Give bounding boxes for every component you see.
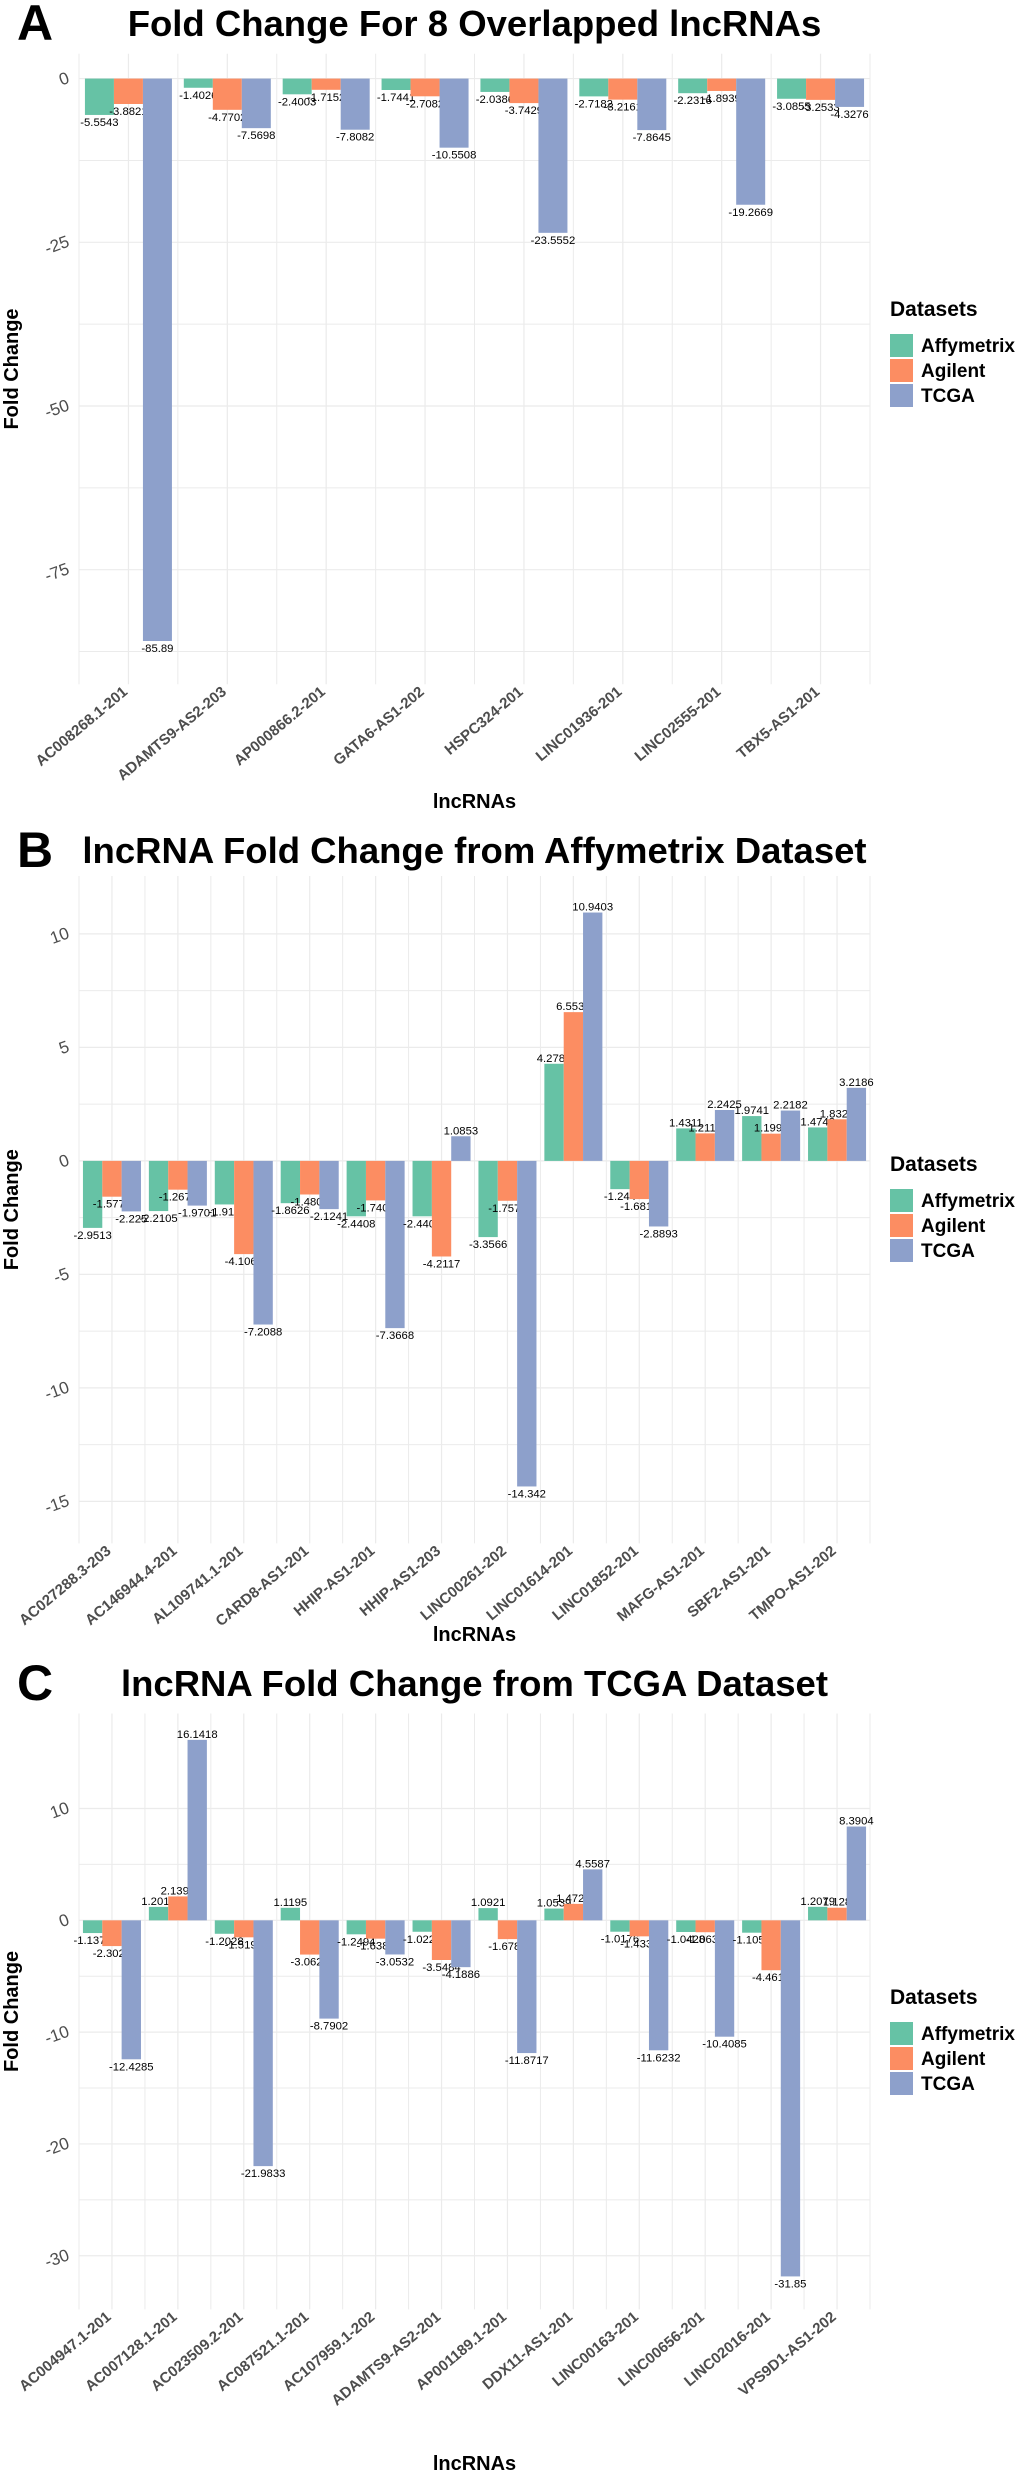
svg-text:lncRNAs: lncRNAs bbox=[433, 791, 516, 813]
svg-text:-19.2669: -19.2669 bbox=[728, 207, 773, 219]
svg-text:-85.89: -85.89 bbox=[141, 643, 173, 655]
svg-text:-4.1886: -4.1886 bbox=[442, 1969, 480, 1981]
svg-text:Fold Change For 8 Overlapped l: Fold Change For 8 Overlapped lncRNAs bbox=[128, 3, 822, 44]
svg-text:-10.5508: -10.5508 bbox=[432, 150, 477, 162]
svg-text:Agilent: Agilent bbox=[921, 1216, 986, 1237]
svg-text:-8.7902: -8.7902 bbox=[310, 2021, 348, 2033]
svg-text:-3.7429: -3.7429 bbox=[505, 105, 543, 117]
svg-text:-1.4026: -1.4026 bbox=[179, 90, 217, 102]
svg-text:1.0853: 1.0853 bbox=[444, 1125, 479, 1137]
svg-text:-31.85: -31.85 bbox=[774, 2278, 806, 2290]
svg-text:lncRNA Fold Change from TCGA D: lncRNA Fold Change from TCGA Dataset bbox=[121, 1663, 828, 1704]
svg-text:Datasets: Datasets bbox=[890, 1153, 978, 1176]
svg-text:C: C bbox=[17, 1660, 53, 1711]
svg-text:-21.9833: -21.9833 bbox=[241, 2168, 286, 2180]
svg-text:Fold Change: Fold Change bbox=[1, 1951, 23, 2072]
svg-text:TCGA: TCGA bbox=[921, 2074, 975, 2095]
svg-text:TCGA: TCGA bbox=[921, 386, 975, 407]
svg-text:Affymetrix: Affymetrix bbox=[921, 2024, 1015, 2045]
svg-text:Fold Change: Fold Change bbox=[1, 1149, 23, 1270]
svg-text:-2.8893: -2.8893 bbox=[639, 1228, 677, 1240]
svg-text:-7.5698: -7.5698 bbox=[237, 130, 275, 142]
svg-text:TCGA: TCGA bbox=[921, 1241, 975, 1262]
svg-text:1.9741: 1.9741 bbox=[735, 1105, 770, 1117]
svg-text:-3.0532: -3.0532 bbox=[376, 1956, 414, 1968]
svg-text:lncRNAs: lncRNAs bbox=[433, 1624, 516, 1646]
svg-text:2.2182: 2.2182 bbox=[773, 1100, 808, 1112]
svg-text:-7.3668: -7.3668 bbox=[376, 1330, 414, 1342]
svg-text:10.9403: 10.9403 bbox=[572, 902, 613, 914]
svg-text:B: B bbox=[17, 827, 53, 878]
svg-text:-1.8939: -1.8939 bbox=[703, 93, 741, 105]
svg-text:-1.7152: -1.7152 bbox=[307, 92, 345, 104]
svg-text:-4.2117: -4.2117 bbox=[423, 1259, 460, 1271]
svg-text:lncRNAs: lncRNAs bbox=[433, 2453, 516, 2475]
svg-text:3.2186: 3.2186 bbox=[839, 1077, 874, 1089]
svg-text:-4.3276: -4.3276 bbox=[830, 109, 868, 121]
svg-text:Datasets: Datasets bbox=[890, 1986, 978, 2009]
svg-text:8.3904: 8.3904 bbox=[839, 1816, 874, 1828]
svg-text:-4.7702: -4.7702 bbox=[208, 112, 246, 124]
svg-text:-14.342: -14.342 bbox=[508, 1488, 546, 1500]
svg-text:-3.3566: -3.3566 bbox=[469, 1239, 507, 1251]
svg-text:Affymetrix: Affymetrix bbox=[921, 336, 1015, 357]
svg-text:Agilent: Agilent bbox=[921, 2049, 986, 2070]
svg-text:1.0921: 1.0921 bbox=[471, 1897, 506, 1909]
svg-text:A: A bbox=[17, 0, 53, 51]
svg-text:Agilent: Agilent bbox=[921, 361, 986, 382]
svg-text:-23.5552: -23.5552 bbox=[531, 235, 576, 247]
svg-text:Affymetrix: Affymetrix bbox=[921, 1191, 1015, 1212]
svg-text:-3.2161: -3.2161 bbox=[604, 102, 642, 114]
svg-text:Datasets: Datasets bbox=[890, 298, 978, 321]
svg-text:-3.8821: -3.8821 bbox=[109, 106, 147, 118]
svg-text:lncRNA Fold Change from Affyme: lncRNA Fold Change from Affymetrix Datas… bbox=[82, 830, 866, 871]
svg-text:-2.7082: -2.7082 bbox=[406, 98, 444, 110]
svg-text:-5.5543: -5.5543 bbox=[80, 117, 118, 129]
svg-text:-7.8082: -7.8082 bbox=[336, 132, 374, 144]
svg-text:4.5587: 4.5587 bbox=[575, 1858, 610, 1870]
svg-text:-11.6232: -11.6232 bbox=[637, 2052, 681, 2064]
svg-text:-10.4085: -10.4085 bbox=[702, 2039, 747, 2051]
svg-text:Fold Change: Fold Change bbox=[1, 308, 23, 429]
svg-text:16.1418: 16.1418 bbox=[177, 1729, 218, 1741]
svg-text:-2.2105: -2.2105 bbox=[139, 1213, 177, 1225]
svg-text:-2.4408: -2.4408 bbox=[337, 1218, 375, 1230]
svg-text:1.1195: 1.1195 bbox=[274, 1897, 308, 1909]
svg-text:-7.8645: -7.8645 bbox=[633, 132, 671, 144]
svg-text:-11.8717: -11.8717 bbox=[505, 2055, 549, 2067]
svg-text:-7.2088: -7.2088 bbox=[244, 1327, 282, 1339]
svg-text:-12.4285: -12.4285 bbox=[109, 2061, 154, 2073]
svg-text:-2.9513: -2.9513 bbox=[73, 1230, 111, 1242]
